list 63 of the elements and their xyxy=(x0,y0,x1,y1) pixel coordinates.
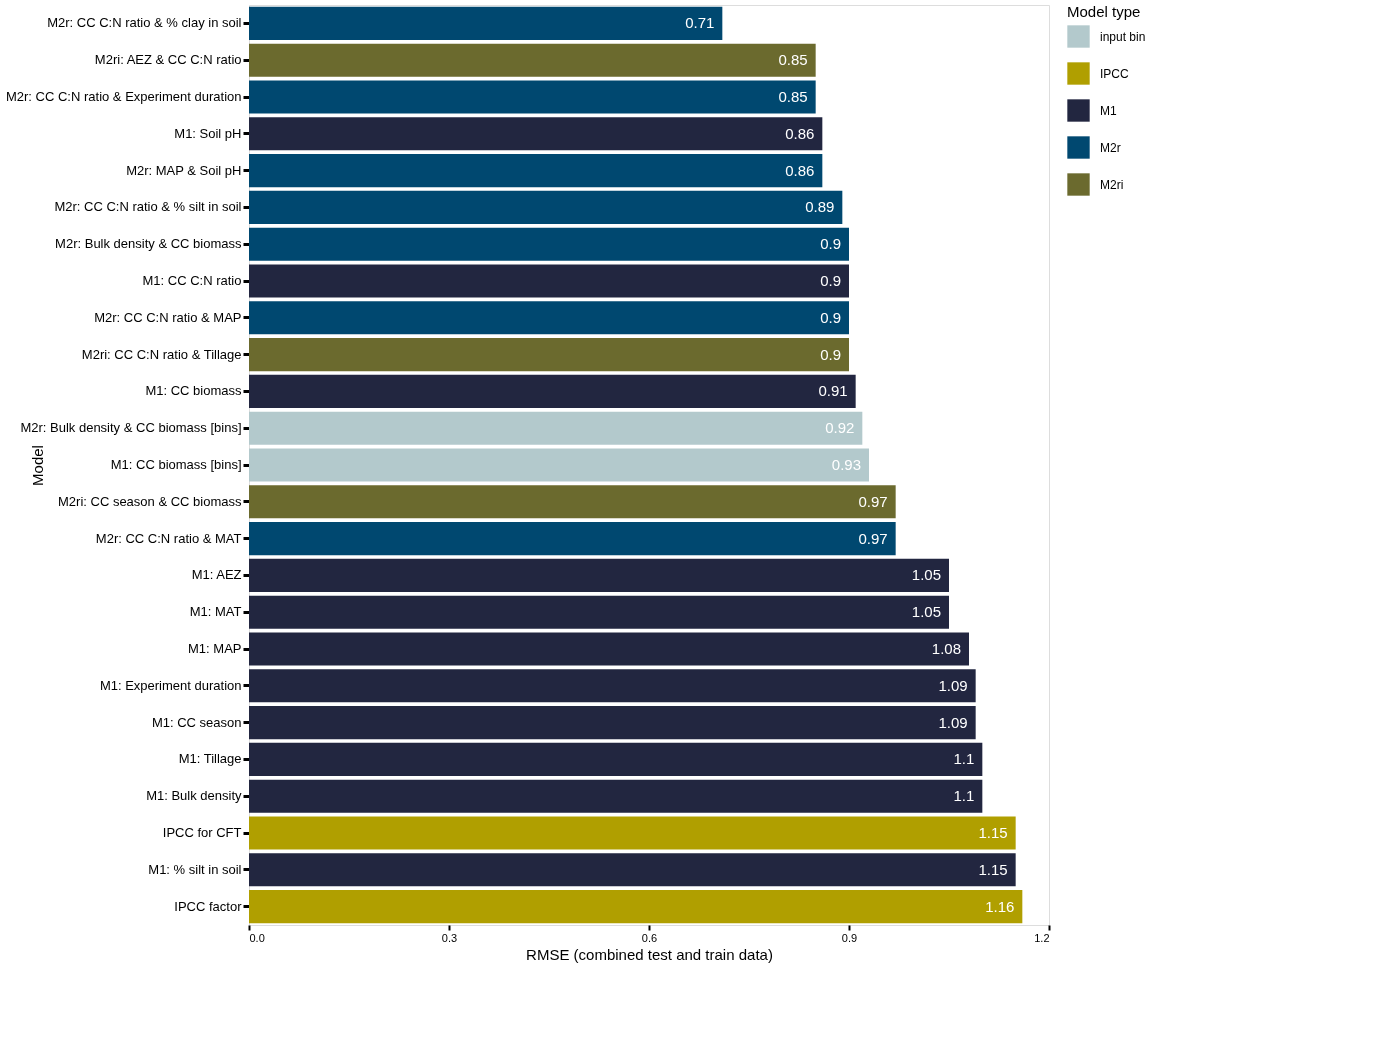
y-tick-label: M1: AEZ xyxy=(191,567,242,583)
data-label: 1.05 xyxy=(911,566,941,584)
y-tick-label: M2r: Bulk density & CC biomass xyxy=(55,236,242,252)
data-label: 1.08 xyxy=(931,640,961,657)
y-tick-label: M1: CC biomass [bins] xyxy=(110,457,242,472)
data-label: 0.9 xyxy=(820,345,841,363)
data-label: 1.1 xyxy=(953,750,975,768)
y-tick-label: M2r: CC C:N ratio & MAP xyxy=(94,309,242,325)
data-label: 1.09 xyxy=(938,676,968,694)
y-tick-label: IPCC for CFT xyxy=(162,825,242,840)
data-label: 1.05 xyxy=(911,603,941,621)
y-axis-title: Model xyxy=(28,445,46,486)
x-tick-label: 0.3 xyxy=(441,931,458,944)
legend-label: M2ri xyxy=(1100,177,1124,192)
y-tick-label: M2r: Bulk density & CC biomass [bins] xyxy=(20,420,242,436)
y-tick-label: M1: CC biomass xyxy=(145,383,242,399)
legend-label: M2r xyxy=(1100,140,1121,155)
data-label: 0.9 xyxy=(820,235,841,253)
y-tick-label: M2r: CC C:N ratio & MAT xyxy=(95,530,242,546)
data-label: 0.85 xyxy=(778,51,808,69)
y-tick-label: IPCC factor xyxy=(174,898,243,914)
data-label: 0.89 xyxy=(805,198,835,216)
y-tick-label: M2ri: CC C:N ratio & Tillage xyxy=(81,346,242,362)
y-tick-label: M2ri: AEZ & CC C:N ratio xyxy=(94,52,242,68)
y-tick-label: M2ri: CC season & CC biomass xyxy=(58,493,242,509)
legend-label: input bin xyxy=(1100,29,1146,44)
x-tick-label: 0.6 xyxy=(641,931,658,944)
y-tick-label: M2r: CC C:N ratio & % silt in soil xyxy=(54,199,242,215)
x-tick-label: 0.0 xyxy=(249,931,265,944)
data-label: 0.93 xyxy=(831,456,861,473)
y-tick-label: M2r: CC C:N ratio & Experiment duration xyxy=(5,89,242,104)
y-tick-label: M1: MAP xyxy=(188,641,242,656)
x-axis-title: RMSE (combined test and train data) xyxy=(526,945,773,963)
data-label: 0.86 xyxy=(785,161,815,179)
data-label: 1.15 xyxy=(978,824,1008,841)
data-label: 1.15 xyxy=(978,860,1008,878)
data-label: 0.92 xyxy=(825,419,855,437)
data-label: 0.97 xyxy=(858,529,888,547)
y-tick-label: M1: Experiment duration xyxy=(99,677,242,693)
y-tick-label: M1: CC C:N ratio xyxy=(142,273,242,288)
data-label: 0.91 xyxy=(818,382,848,400)
data-label: 0.9 xyxy=(820,308,841,326)
data-label: 0.71 xyxy=(685,14,715,32)
y-tick-label: M1: CC season xyxy=(151,714,242,730)
y-tick-label: M1: % silt in soil xyxy=(148,861,242,877)
data-label: 0.85 xyxy=(778,88,808,105)
data-label: 0.9 xyxy=(820,272,841,289)
x-tick-label: 0.9 xyxy=(841,931,858,944)
y-tick-label: M1: MAT xyxy=(189,604,242,620)
legend-title: Model type xyxy=(1067,3,1141,20)
legend-label: IPCC xyxy=(1100,66,1129,81)
data-label: 0.97 xyxy=(858,492,888,510)
data-label: 1.16 xyxy=(985,897,1015,915)
legend-label: M1 xyxy=(1100,103,1117,118)
y-tick-label: M1: Bulk density xyxy=(146,788,242,804)
y-tick-label: M2r: MAP & Soil pH xyxy=(126,162,242,178)
data-label: 1.1 xyxy=(953,787,975,805)
y-tick-label: M1: Tillage xyxy=(178,751,242,767)
y-tick-label: M2r: CC C:N ratio & % clay in soil xyxy=(47,15,242,31)
y-tick-label: M1: Soil pH xyxy=(174,125,242,141)
data-label: 0.86 xyxy=(785,124,815,142)
data-label: 1.09 xyxy=(938,713,968,731)
x-tick-label: 1.2 xyxy=(1034,931,1050,944)
